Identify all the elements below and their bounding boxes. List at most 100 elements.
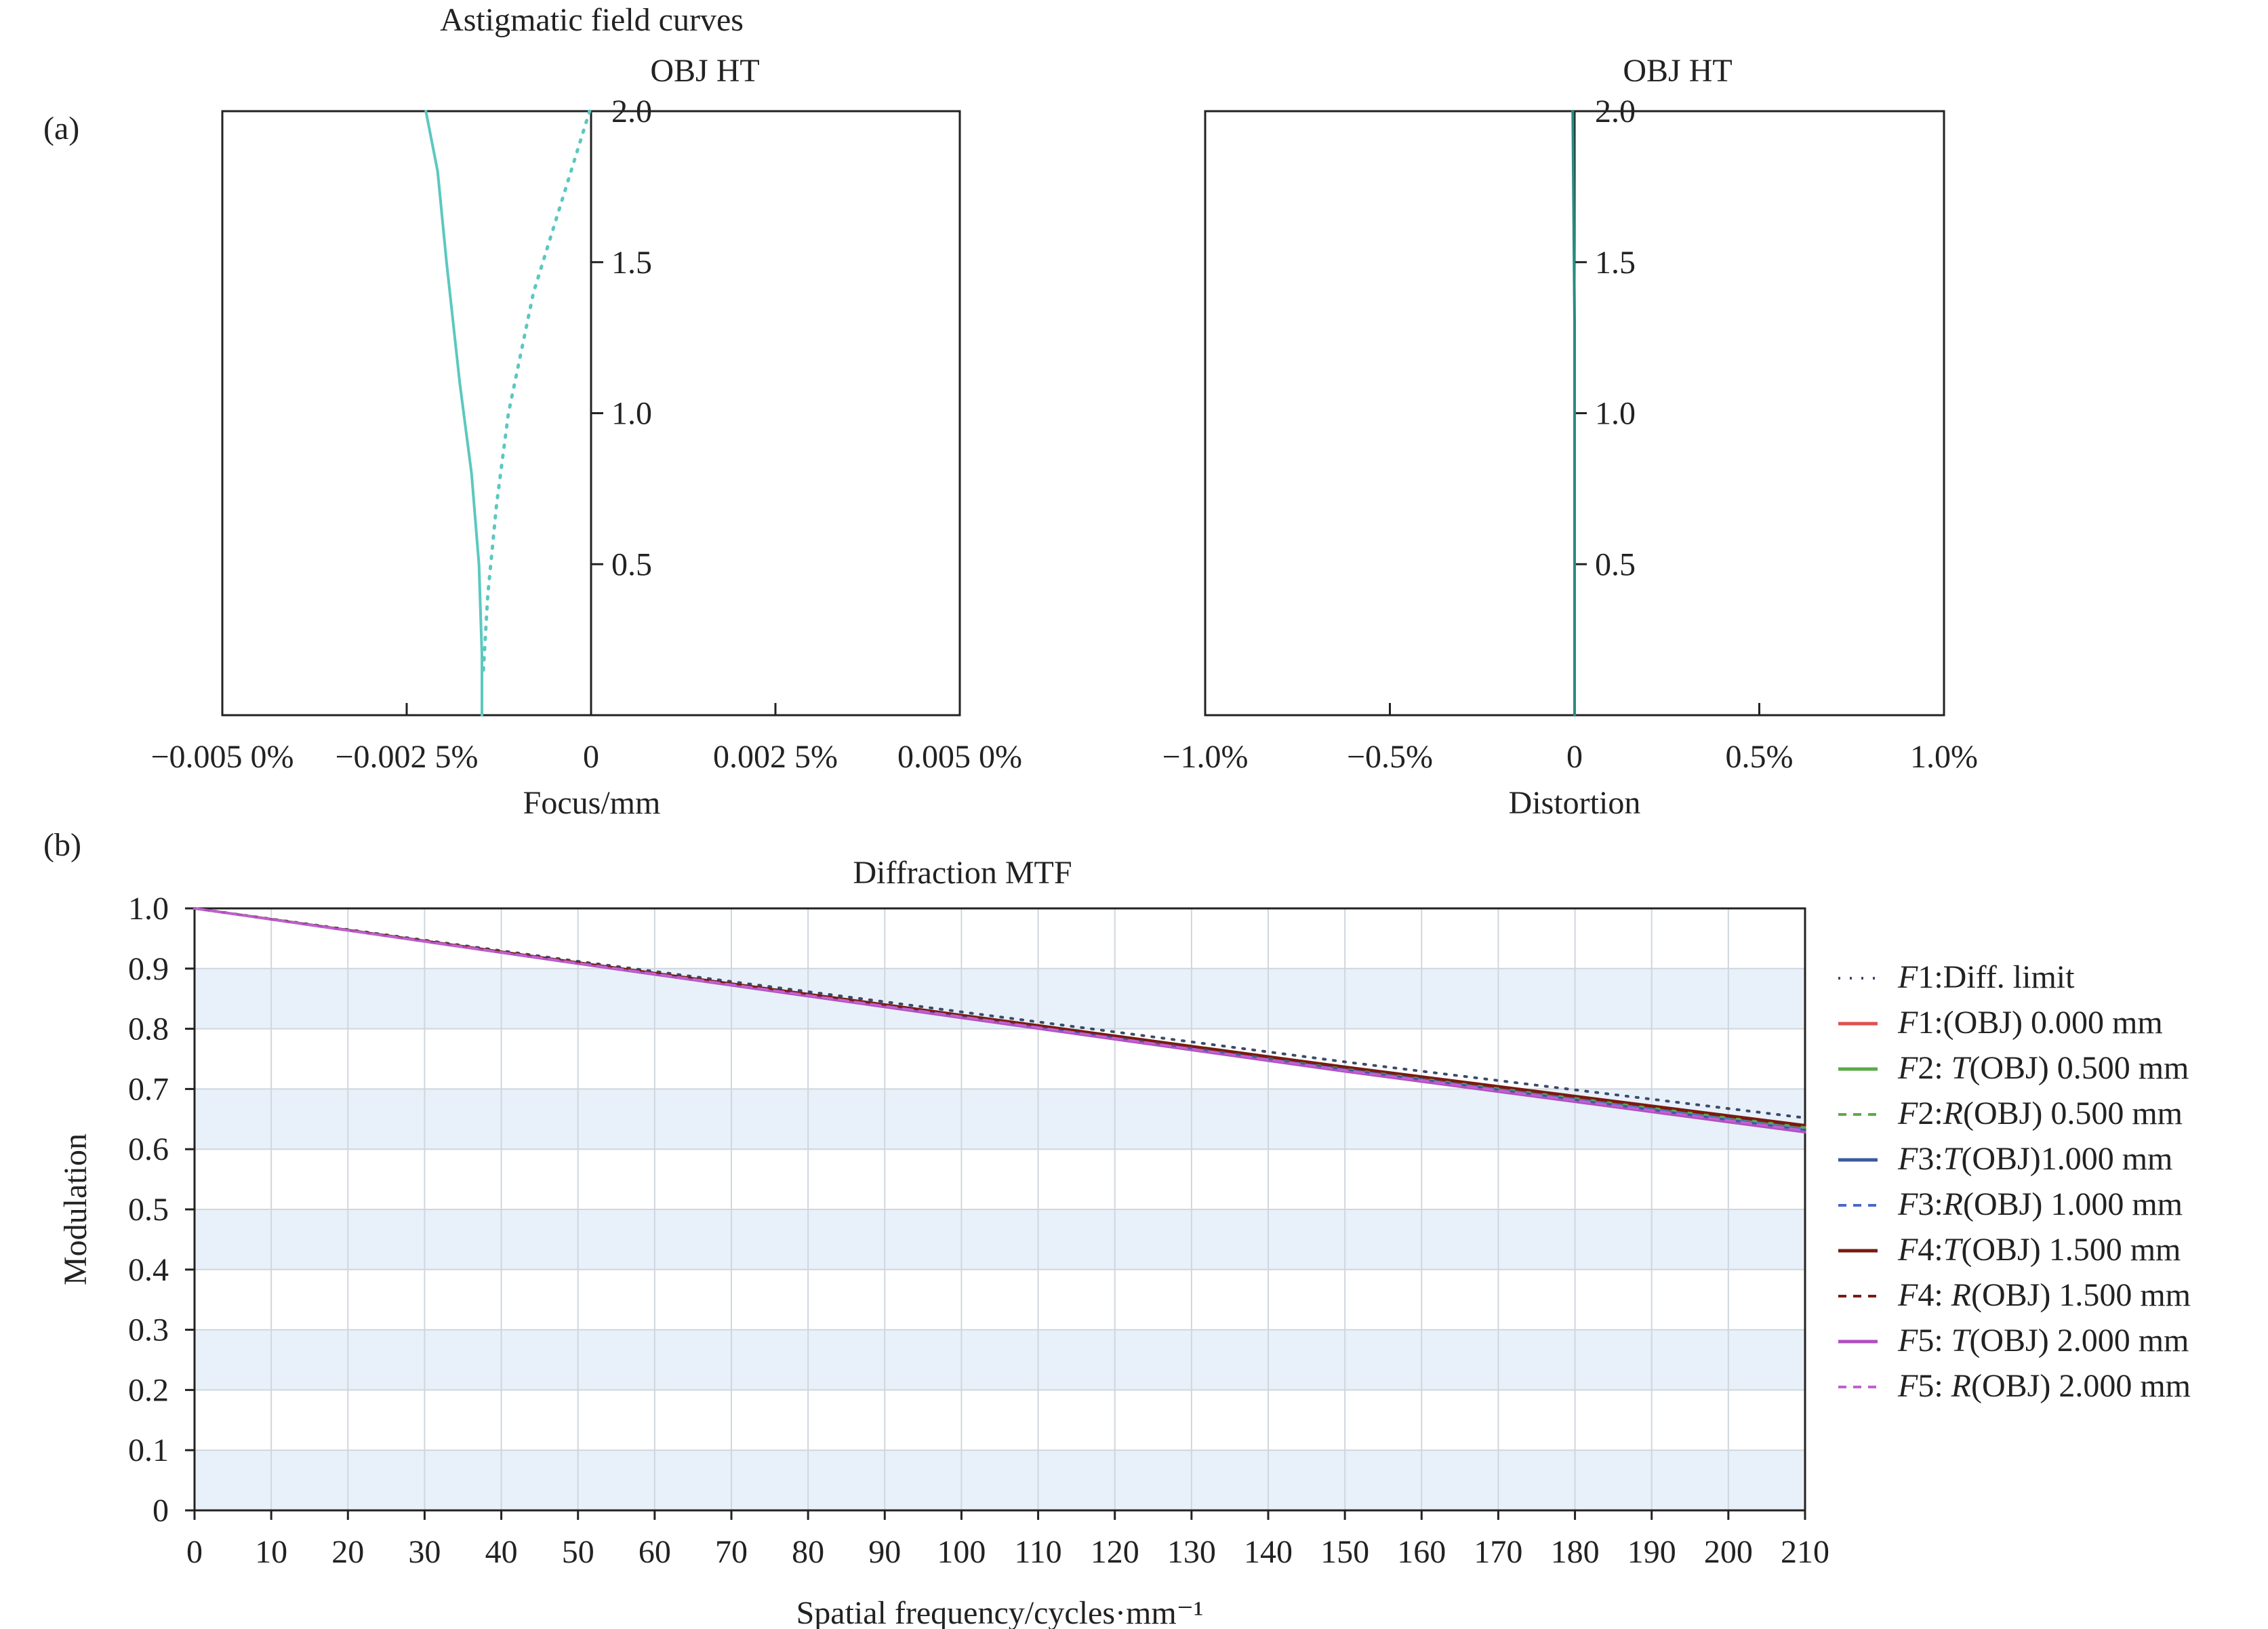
mtf-title: Diffraction MTF [853,855,1072,891]
distortion-xtick-label: 1.0% [1910,739,1978,775]
distortion-ticks: −1.0% −0.5% 0 0.5% 1.0% 0.5 1.0 1.5 2.0 [1162,94,1978,775]
legend-label-part: 5: [1918,1323,1951,1359]
legend-label-part: F [1897,1368,1918,1404]
mtf-xtick-label: 80 [792,1534,824,1570]
distortion-series [1571,110,1576,717]
distortion-series-distortion [1571,110,1576,717]
astig-xtick-label: 0.002 5% [713,739,838,775]
mtf-bands [195,968,1805,1510]
mtf-xtick-label: 40 [485,1534,518,1570]
astig-xtick-label: −0.005 0% [150,739,293,775]
legend-label-part: F [1897,959,1918,995]
legend-label-part: 4: [1918,1232,1943,1268]
astig-xtick-label: 0 [583,739,599,775]
legend-label-part: F [1897,1186,1918,1222]
legend-label-part: (OBJ) 1.500 mm [1971,1277,2191,1313]
mtf-xtick-label: 30 [408,1534,441,1570]
mtf-band [195,1209,1805,1270]
astig-obj-ht-label: OBJ HT [650,53,759,89]
legend-label: F2: T(OBJ) 0.500 mm [1897,1050,2189,1086]
mtf-ytick-label: 0.5 [128,1192,169,1228]
distortion-ytick-label: 1.5 [1595,245,1636,281]
legend-label-part: T [1943,1141,1964,1177]
astig-title: Astigmatic field curves [440,2,744,38]
mtf-ylabel: Modulation [58,1133,94,1285]
legend-label-part: F [1897,1050,1918,1086]
legend-label: F5: T(OBJ) 2.000 mm [1897,1323,2189,1359]
legend-label: F2:R(OBJ) 0.500 mm [1897,1095,2183,1131]
legend-label-part: (OBJ) 0.500 mm [1969,1050,2189,1086]
distortion-xtick-label: −1.0% [1162,739,1248,775]
legend-label-part: 4: [1918,1277,1951,1313]
mtf-ytick-label: 0.1 [128,1432,169,1468]
mtf-ytick-label: 0.2 [128,1372,169,1408]
legend-label: F4: R(OBJ) 1.500 mm [1897,1277,2191,1313]
legend-label-part: R [1951,1368,1971,1404]
mtf-series [193,907,1806,1134]
mtf-xtick-label: 110 [1014,1534,1061,1570]
astig-ytick-label: 0.5 [611,546,652,582]
mtf-series-line [193,907,1806,1134]
mtf-band [195,968,1805,1029]
legend-label-part: F [1897,1095,1918,1131]
astig-xtick-label: 0.005 0% [897,739,1022,775]
distortion-xlabel: Distortion [1509,785,1641,821]
mtf-xtick-label: 0 [186,1534,203,1570]
astig-series-t [424,110,483,717]
distortion-ytick-label: 0.5 [1595,546,1636,582]
mtf-xtick-label: 200 [1704,1534,1753,1570]
astig-ticks: −0.005 0% −0.002 5% 0 0.002 5% 0.005 0% 0.5 1.… [150,94,1022,775]
mtf-ytick-label: 0.8 [128,1011,169,1047]
legend-label-part: R [1943,1095,1963,1131]
panel-label-a: (a) [43,110,79,146]
mtf-chart: Diffraction MTF 0 10 20 30 40 50 60 70 80 90 100 11… [58,855,2191,1629]
legend-label-part: F [1897,1323,1918,1359]
mtf-ytick-label: 1.0 [128,891,169,927]
legend-label-part: R [1951,1277,1971,1313]
mtf-ytick-label: 0.7 [128,1071,169,1107]
distortion-xtick-label: 0.5% [1726,739,1794,775]
mtf-xtick-label: 180 [1551,1534,1600,1570]
mtf-xtick-label: 60 [639,1534,671,1570]
legend-label: F5: R(OBJ) 2.000 mm [1897,1368,2191,1404]
legend-label: F3:T(OBJ)1.000 mm [1897,1141,2172,1177]
astig-xtick-label: −0.002 5% [335,739,478,775]
distortion-ytick-label: 1.0 [1595,396,1636,432]
mtf-xtick-label: 160 [1397,1534,1446,1570]
legend-label-part: 2: [1918,1050,1951,1086]
distortion-xtick-label: −0.5% [1347,739,1433,775]
panel-label-b: (b) [43,827,81,863]
mtf-xtick-label: 150 [1320,1534,1369,1570]
mtf-xtick-label: 120 [1091,1534,1139,1570]
legend-label-part: (OBJ) 1.500 mm [1961,1232,2181,1268]
legend-label: F1:(OBJ) 0.000 mm [1897,1005,2163,1041]
distortion-xtick-label: 0 [1566,739,1583,775]
legend-label-part: T [1951,1050,1972,1086]
mtf-xtick-label: 140 [1244,1534,1293,1570]
mtf-xtick-label: 100 [937,1534,986,1570]
distortion-chart: OBJ HT −1.0% −0.5% 0 0.5% 1.0% 0.5 1.0 1.5 2.0 D… [1162,53,1978,821]
mtf-xtick-label: 90 [868,1534,901,1570]
astigmatic-field-chart: Astigmatic field curves OBJ HT −0.005 0%… [150,2,1022,821]
mtf-ytick-label: 0 [153,1493,169,1529]
legend-label: F1:Diff. limit [1897,959,2075,995]
mtf-ytick-label: 0.9 [128,951,169,987]
mtf-band [195,1089,1805,1150]
legend-label-part: (OBJ) 2.000 mm [1971,1368,2191,1404]
legend-label-part: 2: [1918,1095,1943,1131]
mtf-xtick-label: 170 [1474,1534,1522,1570]
legend-label-part: 3: [1918,1186,1943,1222]
legend-label-part: T [1951,1323,1972,1359]
legend-label: F3:R(OBJ) 1.000 mm [1897,1186,2183,1222]
astig-ytick-label: 1.0 [611,396,652,432]
legend-label-part: (OBJ) 0.500 mm [1963,1095,2183,1131]
mtf-xtick-label: 20 [331,1534,364,1570]
astig-series-s [481,109,592,672]
astig-series [424,109,592,717]
legend-label-part: R [1943,1186,1963,1222]
mtf-ytick-label: 0.4 [128,1252,169,1288]
mtf-xtick-label: 130 [1167,1534,1216,1570]
mtf-xlabel: Spatial frequency/cycles·mm⁻¹ [796,1595,1204,1629]
